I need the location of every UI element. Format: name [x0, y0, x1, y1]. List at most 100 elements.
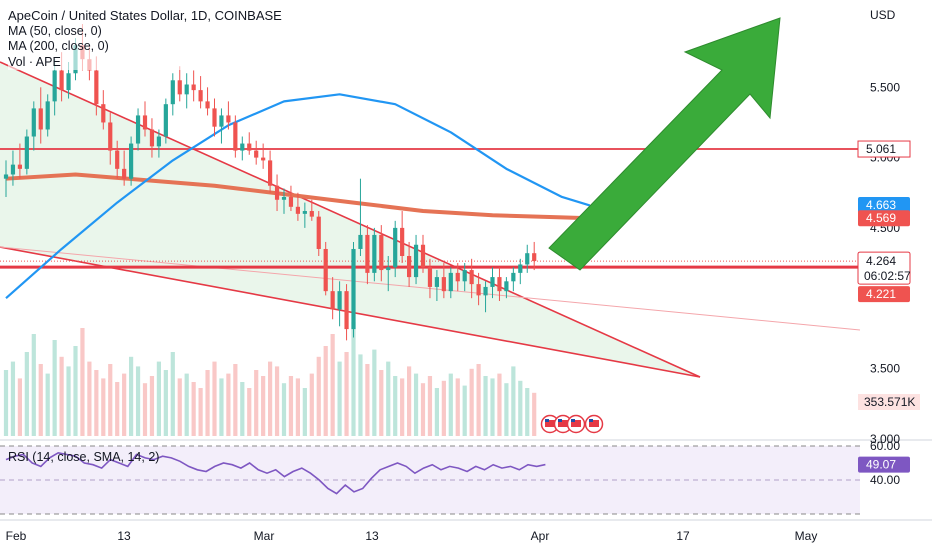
price-axis-tick: 3.000 — [870, 432, 900, 446]
volume-bar — [205, 370, 210, 436]
volume-bar — [149, 376, 155, 436]
candle-body — [163, 104, 168, 137]
volume-bar — [94, 370, 99, 436]
volume-tag-bg2 — [858, 394, 920, 410]
candle-body — [94, 70, 99, 105]
volume-bar — [427, 376, 433, 436]
candle-body — [184, 84, 189, 95]
chart-legend: ApeCoin / United States Dollar, 1D, COIN… — [8, 8, 282, 70]
time-axis-tick: 13 — [117, 529, 131, 543]
candle-body — [379, 234, 384, 271]
rsi-indicator-label[interactable]: RSI (14, close, SMA, 14, 2) — [8, 450, 160, 464]
rsi-value-tag-text: 49.07 — [866, 458, 896, 472]
candle-body — [66, 73, 71, 91]
candle-body — [198, 90, 203, 102]
resistance-tag: 5.061 — [858, 141, 910, 158]
resistance-tag-border — [857, 140, 911, 158]
candle-body — [407, 256, 412, 278]
support-tag-text: 4.221 — [866, 287, 896, 301]
symbol-title[interactable]: ApeCoin / United States Dollar, 1D, COIN… — [8, 8, 282, 23]
candle-body — [247, 143, 252, 151]
volume-bar — [337, 361, 342, 436]
time-axis-tick: 13 — [365, 529, 379, 543]
volume-bar — [170, 352, 175, 436]
volume-bar — [372, 349, 377, 436]
candle-body — [427, 267, 433, 287]
rsi-value-tag-bg — [858, 456, 910, 473]
volume-bar — [73, 346, 78, 436]
rsi-value-tag: 49.07 — [858, 456, 910, 473]
volume-bar — [365, 364, 370, 436]
volume-bar — [268, 361, 273, 436]
candle-body — [240, 143, 245, 151]
volume-bar — [323, 346, 328, 436]
event-flag-icon — [553, 414, 573, 434]
rsi-axis-tick: 40.00 — [870, 473, 900, 487]
volume-bar — [379, 370, 384, 436]
candle-body — [358, 234, 363, 249]
candle-body — [142, 115, 148, 130]
candle-body — [38, 108, 43, 130]
rsi-line — [5, 451, 546, 495]
candle-body — [295, 206, 300, 214]
candle-body — [281, 196, 287, 200]
volume-bar — [38, 364, 43, 436]
ma200-indicator-label[interactable]: MA (200, close, 0) — [8, 39, 109, 53]
candle-body — [497, 277, 502, 292]
candle-body — [170, 80, 175, 105]
candle-body — [365, 234, 370, 273]
volume-bar — [122, 373, 127, 436]
rsi-axis-tick: 60.00 — [870, 439, 900, 453]
last-price-tag-text: 4.264 — [866, 254, 896, 268]
support-tag: 4.221 — [858, 286, 910, 303]
candle-body — [24, 136, 29, 169]
candle-body — [135, 115, 141, 144]
candle-body — [288, 196, 294, 207]
volume-bar — [511, 366, 516, 436]
volume-bar — [316, 356, 321, 436]
volume-bar — [281, 383, 287, 436]
support-tag-bg — [858, 286, 910, 303]
candle-body — [337, 291, 342, 310]
ma50-line — [5, 93, 591, 300]
volume-bar — [455, 378, 460, 436]
candle-body — [483, 286, 488, 296]
candle-body — [261, 157, 266, 161]
candle-body — [518, 264, 523, 273]
event-flag-canton — [558, 419, 562, 422]
volume-bar — [351, 322, 356, 436]
event-flag-canton — [589, 419, 593, 422]
candle-body — [490, 277, 495, 287]
volume-bar — [469, 368, 474, 436]
time-axis-tick: Apr — [531, 529, 550, 543]
candle-body — [476, 284, 481, 296]
candle-body — [17, 164, 22, 169]
candle-body — [268, 160, 273, 186]
volume-bar — [413, 373, 419, 436]
candle-body — [434, 277, 439, 287]
event-flag-stripe — [589, 420, 599, 427]
volume-bar — [198, 388, 203, 436]
ma200-tag-bg — [858, 210, 910, 227]
volume-bar — [462, 385, 467, 436]
candle-body — [511, 272, 516, 282]
volume-bar — [483, 376, 488, 436]
volume-bar — [400, 378, 405, 436]
event-flag-icon — [584, 414, 604, 434]
candle-body — [205, 101, 210, 109]
countdown-text: 06:02:57 — [864, 269, 911, 283]
ma50-indicator-label[interactable]: MA (50, close, 0) — [8, 23, 102, 38]
volume-indicator-label[interactable]: Vol · APE — [8, 54, 61, 69]
candle-body — [441, 277, 446, 292]
event-flag-stripe — [571, 420, 581, 427]
volume-bar — [10, 361, 16, 436]
candle-body — [400, 227, 405, 257]
volume-bar — [3, 370, 9, 436]
volume-bar — [226, 373, 231, 436]
volume-bar — [358, 354, 363, 436]
candle-body — [129, 143, 134, 179]
volume-bar — [129, 356, 134, 436]
candle-body — [108, 122, 113, 151]
